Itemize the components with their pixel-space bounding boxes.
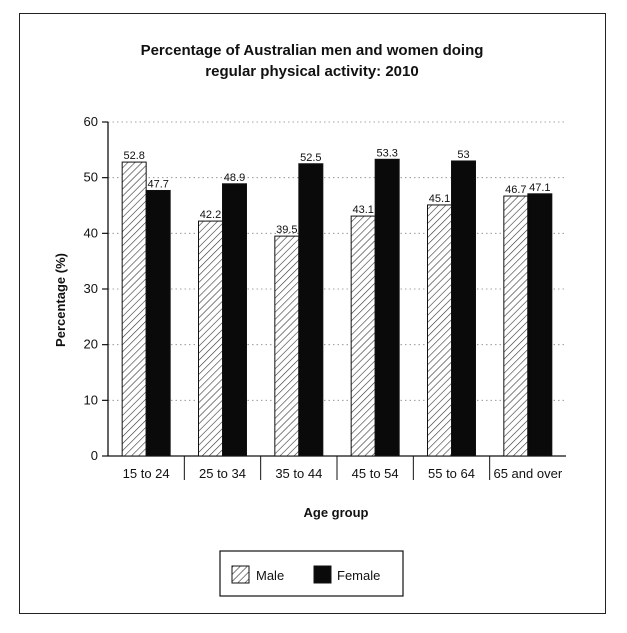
- grid-lines: [108, 121, 566, 401]
- data-label: 47.1: [529, 182, 550, 194]
- legend-swatch-female: [313, 565, 332, 584]
- bar-male-3: [274, 235, 300, 457]
- bar-male-5: [427, 204, 452, 457]
- chart-title-line-1: Percentage of Australian men and women d…: [141, 42, 484, 59]
- x-tick-label: 15 to 24: [123, 466, 170, 481]
- data-label: 48.9: [224, 172, 245, 184]
- x-tick-label: 35 to 44: [275, 466, 322, 481]
- data-label: 52.8: [123, 150, 144, 162]
- bar-female-5: [451, 160, 476, 457]
- data-label: 53: [457, 149, 469, 161]
- legend-label-female: Female: [337, 568, 380, 583]
- data-label: 42.2: [200, 209, 221, 221]
- data-label: 52.5: [300, 152, 321, 164]
- legend-label-male: Male: [256, 568, 284, 583]
- x-tick-label: 25 to 34: [199, 466, 246, 481]
- bars: 52.8 47.7 42.2 48.9 39.5 52.5 43.1 53.3 45.1 53 46…: [121, 147, 553, 457]
- y-tick-label: 40: [84, 225, 98, 240]
- data-label: 43.1: [352, 204, 373, 216]
- bar-female-2: [222, 183, 247, 457]
- bar-female-3: [298, 163, 324, 457]
- bar-male-6: [503, 195, 529, 457]
- data-label: 46.7: [505, 184, 526, 196]
- legend-swatch-male: [231, 565, 250, 584]
- chart-title-line-2: regular physical activity: 2010: [205, 63, 418, 80]
- bar-male-4: [350, 215, 376, 457]
- y-tick-label: 60: [84, 114, 98, 129]
- y-axis-ticks: 0 10 20 30 40 50 60: [84, 114, 108, 463]
- legend: Male Female: [219, 550, 404, 597]
- y-tick-label: 50: [84, 170, 98, 185]
- x-tick-label: 65 and over: [493, 466, 562, 481]
- bar-male-2: [198, 220, 223, 457]
- data-label: 53.3: [376, 147, 397, 159]
- y-tick-label: 30: [84, 281, 98, 296]
- x-tick-label: 55 to 64: [428, 466, 475, 481]
- x-axis-ticks: 15 to 24 25 to 34 35 to 44 45 to 54 55 to 64…: [123, 456, 563, 481]
- y-axis-label: Percentage (%): [53, 253, 68, 347]
- bar-female-4: [374, 158, 400, 457]
- bar-male-1: [121, 161, 147, 457]
- x-axis-label: Age group: [304, 505, 369, 520]
- y-tick-label: 0: [91, 448, 98, 463]
- y-tick-label: 20: [84, 337, 98, 352]
- data-label: 45.1: [429, 193, 450, 205]
- x-tick-label: 45 to 54: [352, 466, 399, 481]
- y-tick-label: 10: [84, 392, 98, 407]
- bar-female-6: [527, 193, 553, 457]
- data-label: 47.7: [147, 178, 168, 190]
- bar-female-1: [145, 189, 171, 457]
- legend-box: [219, 550, 404, 597]
- chart-frame: [19, 13, 606, 614]
- data-label: 39.5: [276, 224, 297, 236]
